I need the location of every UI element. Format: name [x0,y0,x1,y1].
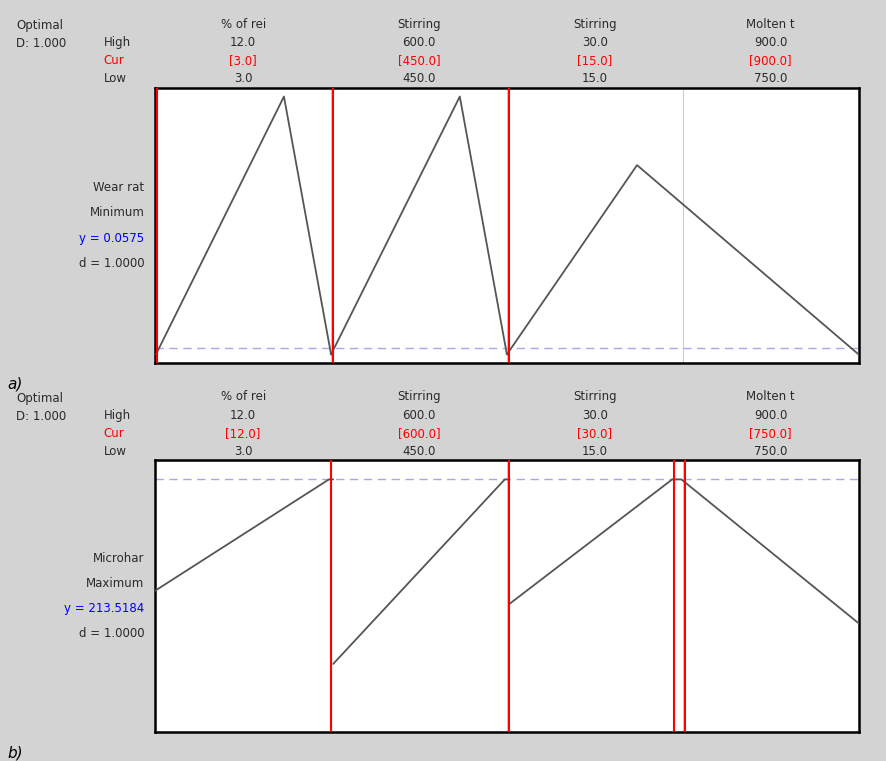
Text: 750.0: 750.0 [753,445,787,458]
Text: Stirring: Stirring [572,390,616,403]
Text: D: 1.000: D: 1.000 [16,410,66,423]
Text: High: High [104,36,131,49]
Text: 600.0: 600.0 [402,409,435,422]
Text: Wear rat: Wear rat [93,181,144,194]
Text: Stirring: Stirring [572,18,616,30]
Text: Cur: Cur [104,54,124,67]
Text: b): b) [7,746,23,761]
Text: 3.0: 3.0 [234,72,253,85]
Text: High: High [104,409,131,422]
Text: y = 213.5184: y = 213.5184 [65,602,144,615]
Text: Microhar: Microhar [93,552,144,565]
Text: Minimum: Minimum [89,206,144,219]
Text: [30.0]: [30.0] [577,427,611,440]
Text: Optimal: Optimal [16,19,63,32]
Text: Stirring: Stirring [397,18,440,30]
Text: 3.0: 3.0 [234,445,253,458]
Text: 750.0: 750.0 [753,72,787,85]
Text: D: 1.000: D: 1.000 [16,37,66,50]
Text: Optimal: Optimal [16,392,63,405]
Text: [3.0]: [3.0] [229,54,257,67]
Text: d = 1.0000: d = 1.0000 [79,627,144,640]
Text: % of rei: % of rei [221,18,266,30]
Text: 15.0: 15.0 [581,72,607,85]
Text: 900.0: 900.0 [753,36,787,49]
Text: 12.0: 12.0 [229,409,256,422]
Text: [12.0]: [12.0] [225,427,260,440]
Text: 450.0: 450.0 [402,445,435,458]
Text: 30.0: 30.0 [581,409,607,422]
Text: a): a) [7,377,22,392]
Text: y = 0.0575: y = 0.0575 [80,231,144,244]
Text: 600.0: 600.0 [402,36,435,49]
Text: 900.0: 900.0 [753,409,787,422]
Text: [750.0]: [750.0] [749,427,791,440]
Text: Maximum: Maximum [86,577,144,590]
Text: Molten t: Molten t [745,18,794,30]
Text: [900.0]: [900.0] [749,54,791,67]
Text: Stirring: Stirring [397,390,440,403]
Text: Low: Low [104,72,127,85]
Text: 15.0: 15.0 [581,445,607,458]
Text: 12.0: 12.0 [229,36,256,49]
Text: 450.0: 450.0 [402,72,435,85]
Text: [450.0]: [450.0] [397,54,439,67]
Text: Low: Low [104,445,127,458]
Text: [15.0]: [15.0] [577,54,611,67]
Text: 30.0: 30.0 [581,36,607,49]
Text: d = 1.0000: d = 1.0000 [79,256,144,269]
Text: Cur: Cur [104,427,124,440]
Text: % of rei: % of rei [221,390,266,403]
Text: Molten t: Molten t [745,390,794,403]
Text: [600.0]: [600.0] [397,427,439,440]
